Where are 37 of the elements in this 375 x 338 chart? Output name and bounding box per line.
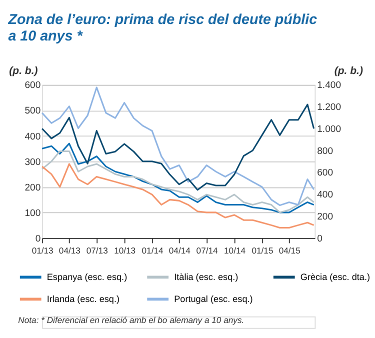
line-series <box>41 163 315 229</box>
y-tick-label: 0 <box>35 233 41 244</box>
x-tick-label: 04/15 <box>278 246 301 256</box>
legend-label: Grècia (esc. dta.) <box>300 272 370 282</box>
y2-tick-label: 0 <box>317 233 322 244</box>
chart-title: Zona de l’euro: prima de risc del deute públic a 10 anys * <box>7 12 318 44</box>
y2-axis-title: (p. b.) <box>334 64 364 77</box>
x-tick-label: 10/14 <box>224 246 246 256</box>
y-axis-title: (p. b.) <box>9 64 38 77</box>
y-tick-label: 400 <box>24 131 41 142</box>
legend-label: Espanya (esc. esq.) <box>46 272 128 282</box>
y2-tick-label: 800 <box>317 146 334 157</box>
x-tick-label: 07/14 <box>196 246 218 256</box>
text: Nota: * Diferencial en relació amb el bo alemany a 10 anys. <box>18 315 244 326</box>
x-tick-label: 01/15 <box>252 246 274 256</box>
y-tick-label: 600 <box>24 80 41 92</box>
y2-tick-label: 200 <box>317 211 334 222</box>
y2-tick-label: 1.200 <box>317 102 342 114</box>
line-series <box>41 104 315 191</box>
legend-label: Irlanda (esc. esq.) <box>46 294 120 304</box>
x-tick-label: 07/13 <box>86 246 108 256</box>
legend-label: Portugal (esc. esq.) <box>174 294 253 304</box>
y-tick-label: 100 <box>24 208 41 219</box>
y2-tick-label: 1.000 <box>317 124 342 135</box>
x-tick-label: 04/14 <box>168 246 191 256</box>
y-tick-label: 200 <box>24 182 41 194</box>
legend-label: Itàlia (esc. esq.) <box>174 272 238 282</box>
y2-tick-label: 400 <box>317 190 334 201</box>
x-tick-label: 04/13 <box>58 246 81 256</box>
y2-tick-label: 600 <box>317 168 334 179</box>
line-series <box>41 86 315 206</box>
y-tick-label: 500 <box>24 106 41 117</box>
x-tick-label: 01/14 <box>142 246 164 256</box>
y2-tick-label: 1.400 <box>317 80 342 92</box>
x-tick-label: 10/13 <box>114 246 136 256</box>
x-tick-label: 01/13 <box>32 246 54 256</box>
y-tick-label: 300 <box>24 156 41 168</box>
